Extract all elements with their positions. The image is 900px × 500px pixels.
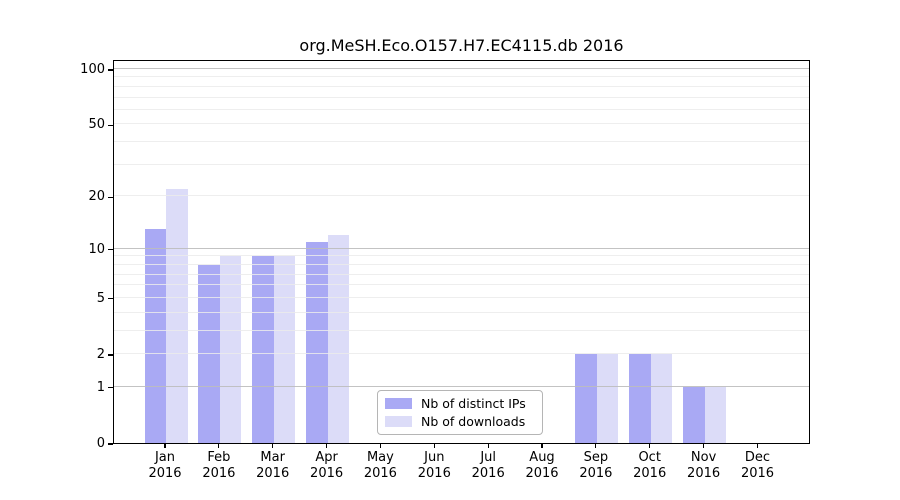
y-tick-label: 100 — [80, 62, 105, 77]
x-tick-label: Oct 2016 — [633, 450, 667, 481]
gridline-major — [114, 68, 809, 69]
y-tick — [108, 249, 113, 251]
x-tick-label: Jul 2016 — [471, 450, 505, 481]
legend: Nb of distinct IPs Nb of downloads — [377, 390, 543, 435]
y-tick — [108, 196, 113, 198]
gridline-major — [114, 247, 809, 249]
y-tick-label: 50 — [88, 117, 105, 133]
legend-item-distinct-ips: Nb of distinct IPs — [385, 396, 535, 411]
x-tick-label: Sep 2016 — [579, 450, 613, 481]
gridline-minor — [114, 195, 809, 197]
x-tick — [379, 444, 381, 448]
x-tick-label: Dec 2016 — [740, 450, 775, 481]
bar-downloads — [273, 256, 296, 443]
y-tick-label: 5 — [96, 290, 105, 306]
plot-area — [113, 60, 810, 444]
gridline-minor — [114, 263, 809, 265]
bar-downloads — [166, 188, 188, 443]
x-tick-label: Jan 2016 — [148, 450, 182, 481]
bar-distinct-ips — [575, 354, 597, 443]
legend-label-distinct-ips: Nb of distinct IPs — [421, 396, 526, 411]
bar-distinct-ips — [306, 241, 328, 443]
x-tick — [433, 444, 435, 448]
gridline-minor — [114, 273, 809, 275]
x-tick — [541, 444, 543, 448]
x-tick-label: Nov 2016 — [687, 450, 721, 481]
bar-distinct-ips — [144, 229, 166, 443]
x-tick-label: Feb 2016 — [202, 450, 236, 481]
x-tick — [272, 444, 274, 448]
gridline-minor — [114, 123, 809, 125]
legend-label-downloads: Nb of downloads — [421, 414, 526, 429]
bar-downloads — [219, 256, 242, 443]
bar-distinct-ips — [252, 256, 274, 443]
bar-distinct-ips — [629, 354, 651, 443]
chart-title: org.MeSH.Eco.O157.H7.EC4115.db 2016 — [299, 36, 624, 55]
x-tick — [703, 444, 705, 448]
y-tick — [108, 387, 113, 389]
gridline-minor — [114, 329, 809, 331]
y-tick — [108, 69, 113, 71]
bar-distinct-ips — [683, 386, 705, 443]
bar-downloads — [650, 354, 673, 443]
y-tick-label: 0 — [96, 436, 105, 451]
x-tick-label: Mar 2016 — [256, 450, 290, 481]
legend-item-downloads: Nb of downloads — [385, 414, 535, 429]
y-tick — [108, 354, 113, 356]
legend-swatch-downloads — [385, 416, 412, 427]
x-tick — [649, 444, 651, 448]
bar-downloads — [327, 235, 350, 443]
x-tick-label: May 2016 — [363, 450, 397, 481]
gridline-minor — [114, 108, 809, 110]
gridline-minor — [114, 96, 809, 98]
y-tick — [108, 298, 113, 300]
y-tick-label: 20 — [88, 189, 105, 205]
legend-swatch-distinct-ips — [385, 398, 412, 409]
x-tick — [756, 444, 759, 448]
x-tick-label: Jun 2016 — [417, 450, 451, 481]
gridline-minor — [114, 311, 809, 313]
y-tick — [108, 443, 113, 445]
bar-downloads — [704, 386, 727, 443]
gridline-minor — [114, 353, 809, 354]
y-tick-label: 1 — [96, 379, 105, 395]
gridline-minor — [114, 255, 809, 257]
x-tick — [164, 444, 166, 448]
x-tick-label: Apr 2016 — [310, 450, 344, 481]
gridline-minor — [114, 76, 809, 78]
gridline-minor — [114, 163, 809, 165]
y-tick-label: 10 — [88, 241, 105, 257]
x-tick — [326, 444, 328, 448]
y-tick — [108, 124, 113, 126]
gridline-minor — [114, 141, 809, 143]
x-tick — [487, 444, 489, 448]
gridline-minor — [114, 85, 809, 87]
y-tick-label: 2 — [96, 347, 105, 362]
gridline-minor — [114, 284, 809, 286]
bar-downloads — [596, 354, 619, 443]
gridline-major — [114, 385, 809, 387]
x-tick — [218, 444, 220, 448]
x-tick — [595, 444, 597, 448]
gridline-minor — [114, 296, 809, 298]
x-tick-label: Aug 2016 — [525, 450, 559, 481]
